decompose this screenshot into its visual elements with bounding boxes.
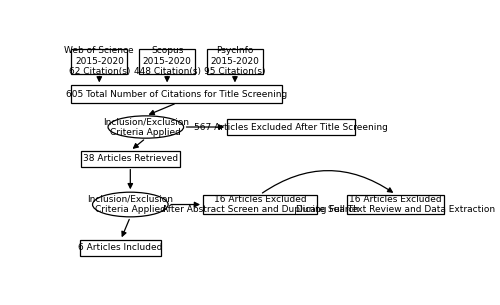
FancyBboxPatch shape: [139, 49, 195, 74]
FancyBboxPatch shape: [71, 85, 282, 103]
FancyBboxPatch shape: [203, 195, 318, 214]
Text: 567 Articles Excluded After Title Screening: 567 Articles Excluded After Title Screen…: [194, 123, 388, 131]
Text: 16 Articles Excluded
During Full Text Review and Data Extraction: 16 Articles Excluded During Full Text Re…: [296, 195, 496, 214]
FancyBboxPatch shape: [71, 49, 128, 74]
FancyBboxPatch shape: [80, 240, 162, 256]
FancyBboxPatch shape: [81, 151, 180, 167]
Text: Inclusion/Exclusion
Criteria Applied: Inclusion/Exclusion Criteria Applied: [103, 117, 189, 137]
FancyBboxPatch shape: [207, 49, 263, 74]
Text: Inclusion/Exclusion
Criteria Applied: Inclusion/Exclusion Criteria Applied: [88, 195, 174, 214]
Text: 16 Articles Excluded
After Abstract Screen and Duplicate Search: 16 Articles Excluded After Abstract Scre…: [162, 195, 358, 214]
Text: 6 Articles Included: 6 Articles Included: [78, 243, 163, 253]
Ellipse shape: [92, 192, 168, 217]
Text: 38 Articles Retrieved: 38 Articles Retrieved: [83, 154, 178, 163]
Text: Scopus
2015-2020
448 Citation(s): Scopus 2015-2020 448 Citation(s): [134, 46, 200, 76]
Text: Web of Science
2015-2020
62 Citation(s): Web of Science 2015-2020 62 Citation(s): [64, 46, 134, 76]
FancyBboxPatch shape: [348, 195, 444, 214]
Text: PsycInfo
2015-2020
95 Citation(s): PsycInfo 2015-2020 95 Citation(s): [204, 46, 266, 76]
FancyBboxPatch shape: [227, 119, 355, 135]
Ellipse shape: [108, 116, 184, 138]
Text: 605 Total Number of Citations for Title Screening: 605 Total Number of Citations for Title …: [66, 90, 288, 99]
